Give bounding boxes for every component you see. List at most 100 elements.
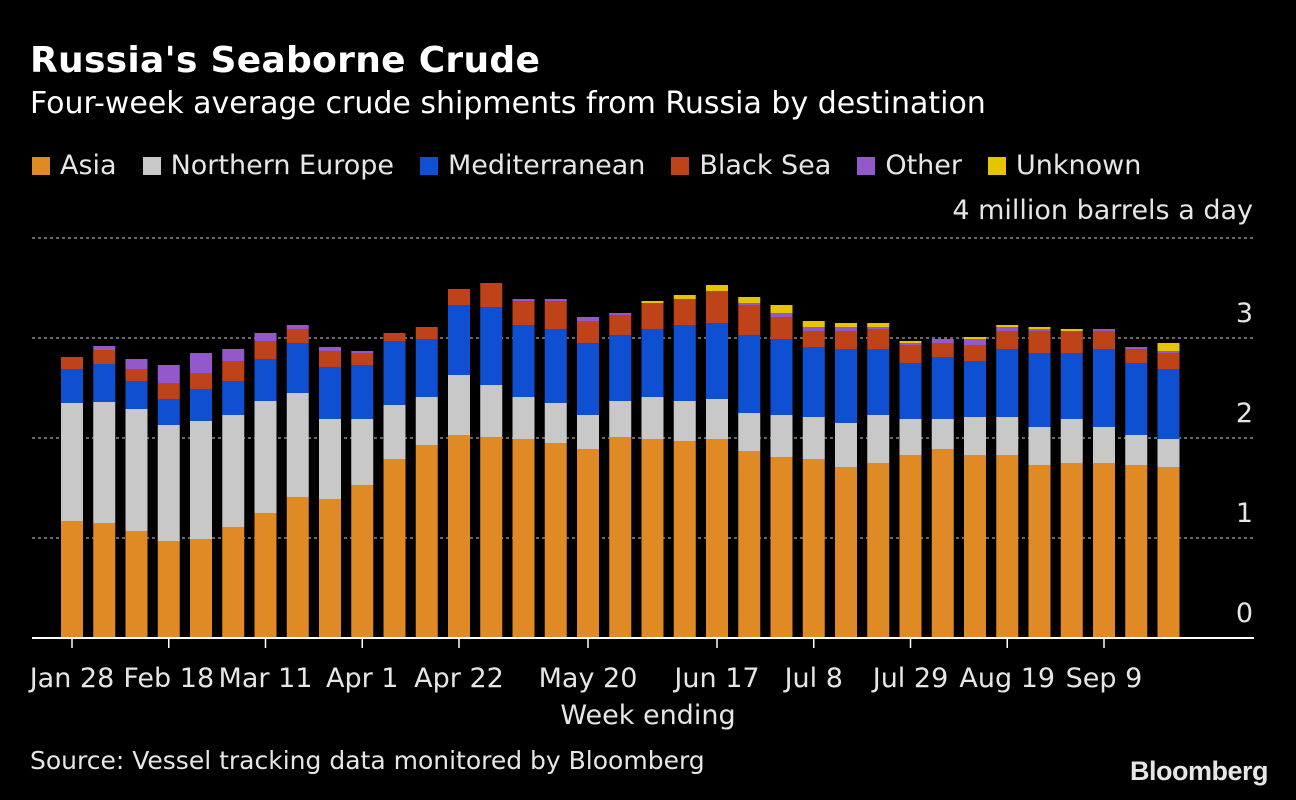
bar-stack-apr-22 [448,289,470,638]
bar-segment-black-sea [319,351,341,367]
bar-segment-other [1157,351,1180,353]
bar-stack-mar-11 [254,333,277,638]
bar-segment-northern-europe [1093,427,1115,463]
legend-swatch-other [857,156,876,175]
bar-segment-unknown [673,295,696,299]
bar-segment-mediterranean [1060,353,1083,419]
bar-segment-black-sea [125,369,148,381]
bar-segment-northern-europe [61,403,83,521]
bar-segment-asia [1157,467,1180,638]
bar-segment-black-sea [673,299,696,325]
bar-segment-unknown [899,341,922,343]
bar-segment-other [996,327,1019,331]
x-axis-title: Week ending [560,700,735,731]
bar-segment-mediterranean [222,381,245,415]
y-tick-label-1: 1 [1236,498,1253,529]
bar-segment-northern-europe [93,402,116,523]
bar-segment-unknown [1060,329,1083,331]
bar-stack-mar-25 [319,347,341,638]
bar-segment-other [802,327,825,331]
bar-stack-aug-26 [1028,327,1051,638]
legend-label-black-sea: Black Sea [699,150,832,181]
bars-layer [61,283,1180,638]
bar-segment-asia [931,449,954,638]
legend-swatch-unknown [988,156,1007,175]
bar-segment-black-sea [1157,353,1180,369]
bar-segment-asia [448,435,470,638]
bar-segment-northern-europe [964,417,986,455]
bar-segment-unknown [964,337,986,339]
bar-segment-northern-europe [319,419,341,499]
bar-segment-mediterranean [770,339,793,415]
bar-segment-asia [190,539,212,638]
legend-item-other: Other [857,150,962,181]
bar-segment-other [577,317,599,321]
bar-segment-other [867,327,890,329]
bar-segment-unknown [738,297,761,303]
bar-segment-black-sea [480,283,503,307]
bar-segment-black-sea [415,327,438,339]
bar-segment-northern-europe [351,419,374,485]
y-tick-label-3: 3 [1236,298,1253,329]
bar-stack-jul-22 [867,323,890,638]
bar-segment-other [609,313,632,315]
legend-swatch-mediterranean [420,156,438,175]
bar-segment-asia [1125,465,1148,638]
bar-segment-other [738,303,761,305]
bar-segment-northern-europe [1028,427,1051,465]
bar-segment-asia [319,499,341,638]
x-tick-label: Jan 28 [28,663,115,694]
bar-segment-unknown [706,285,728,291]
x-tick-label: Sep 9 [1066,663,1143,694]
bar-segment-northern-europe [673,401,696,441]
bar-segment-black-sea [157,383,180,399]
bar-segment-mediterranean [190,389,212,421]
bar-stack-jan-28 [61,357,83,638]
bar-stack-may-27 [609,313,632,638]
bar-segment-mediterranean [1157,369,1180,439]
bar-segment-northern-europe [641,397,664,439]
bar-stack-aug-19 [996,325,1019,638]
bar-segment-mediterranean [93,364,116,402]
bar-stack-apr-8 [383,333,406,638]
bar-segment-mediterranean [125,381,148,409]
bar-stack-may-13 [544,299,567,638]
bar-segment-asia [899,455,922,638]
bar-segment-northern-europe [770,415,793,457]
bar-stack-feb-4 [93,346,116,638]
x-tick-label: Jul 29 [871,663,949,694]
bar-segment-black-sea [222,361,245,381]
bar-segment-asia [1060,463,1083,638]
bar-segment-mediterranean [641,329,664,397]
legend-item-unknown: Unknown [988,150,1141,181]
x-tick-label: Apr 22 [414,663,504,694]
y-tick-label-0: 0 [1236,598,1253,629]
bar-segment-other [512,299,535,301]
legend-swatch-asia [32,156,50,175]
bar-segment-mediterranean [415,339,438,397]
bar-segment-mediterranean [512,325,535,397]
bar-segment-mediterranean [448,305,470,375]
bar-segment-other [351,351,374,353]
bar-segment-northern-europe [577,415,599,449]
bar-segment-asia [609,437,632,638]
bar-segment-asia [383,459,406,638]
bar-segment-unknown [996,325,1019,327]
bar-segment-black-sea [61,357,83,369]
bar-stack-jun-10 [673,295,696,638]
bar-stack-sep-9 [1093,329,1115,638]
bar-segment-black-sea [254,341,277,359]
bar-segment-black-sea [770,317,793,339]
bar-segment-asia [867,463,890,638]
bar-segment-unknown [802,321,825,327]
bar-segment-mediterranean [383,341,406,405]
bar-stack-sep-23 [1157,343,1180,638]
bar-segment-mediterranean [673,325,696,401]
bar-segment-mediterranean [835,349,857,423]
bar-segment-mediterranean [480,307,503,385]
x-tick-label: Aug 19 [959,663,1055,694]
bar-segment-black-sea [93,350,116,364]
bar-segment-other [770,313,793,317]
bar-segment-asia [254,513,277,638]
y-axis-unit-label: 4 million barrels a day [952,195,1253,226]
